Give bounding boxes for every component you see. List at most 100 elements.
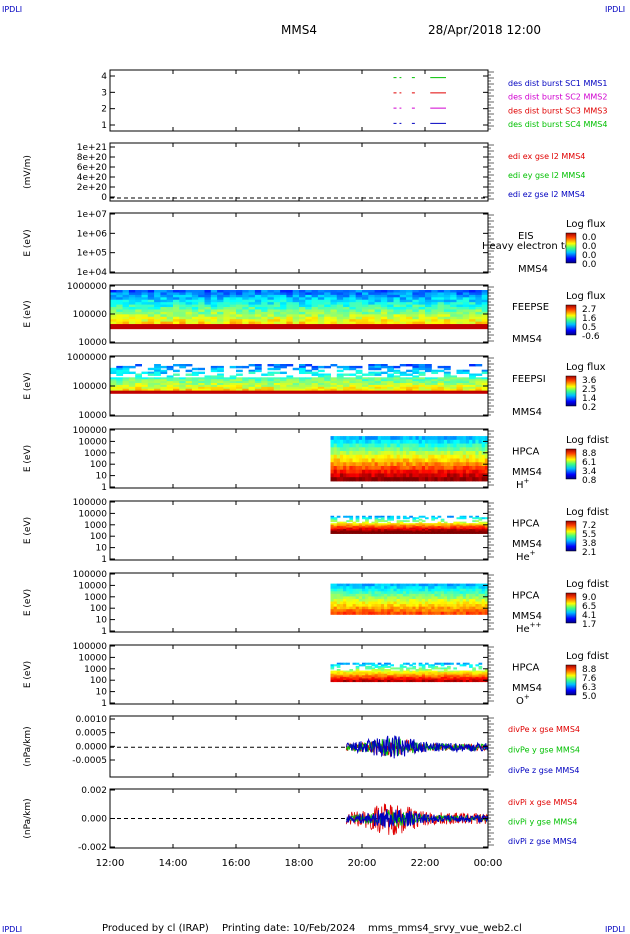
spectrogram-cell [475,477,480,482]
spectrogram-cell [185,297,193,301]
spectrogram-cell [421,673,426,676]
spectrogram-cell [434,675,439,678]
spectrogram-cell [434,517,439,520]
spectrogram-cell [286,304,294,308]
header-spacecraft: MMS4 [281,23,317,37]
spectrogram-cell [456,369,464,373]
spectrogram-cell [418,675,423,678]
spectrogram-cell [365,583,369,587]
spectrogram-cell [415,443,420,448]
spectrogram-cell [384,473,388,478]
spectrogram-cell [185,290,193,293]
spectrogram-cell [292,297,300,301]
spectrogram-cell [418,367,426,371]
spectrogram-cell [210,319,218,323]
spectrogram-cell [355,443,360,448]
y-tick-label: 100 [90,532,107,542]
spectrogram-cell [387,319,394,323]
spectrogram-cell [128,302,136,306]
spectrogram-cell [421,670,426,673]
spectrogram-cell [135,373,142,376]
spectrogram-cell [469,588,473,592]
spectrogram-cell [128,321,136,325]
spectrogram-cell [472,593,476,597]
spectrogram-cell [333,680,338,683]
spectrogram-cell [481,383,489,386]
spectrogram-cell [261,314,268,318]
spectrogram-cell [217,388,224,392]
spectrogram-cell [481,388,489,392]
spectrogram-cell [217,365,224,369]
spectrogram-cell [333,527,338,530]
spectrogram-cell [198,377,205,380]
spectrogram-cell [421,680,426,683]
spectrogram-cell [229,383,237,386]
spectrogram-cell [280,365,287,369]
spectrogram-cell [406,477,410,482]
spectrogram-cell [384,458,388,463]
spectrogram-cell [352,675,357,678]
spectrogram-cell [475,515,480,518]
spectrogram-cell [358,598,363,603]
spectrogram-cell [147,319,155,323]
spectrogram-cell [472,523,476,526]
spectrogram-cell [346,531,350,534]
spectrogram-cell [450,314,457,318]
spectrogram-cell [453,521,457,524]
spectrogram-cell [333,454,338,459]
spectrogram-cell [478,675,483,678]
spectrogram-cell [352,531,357,534]
spectrogram-cell [437,609,442,613]
spectrogram-cell [440,458,445,463]
spectrogram-cell [402,477,407,482]
spectrogram-cell [484,680,489,683]
spectrogram-cell [179,364,187,367]
spectrogram-cell [217,302,224,306]
spectrogram-cell [365,520,369,523]
spectrogram-cell [355,526,360,529]
spectrogram-cell [223,314,231,318]
spectrogram-cell [437,321,445,325]
spectrogram-cell [431,314,439,318]
spectrogram-cell [425,588,429,592]
spectrogram-cell [387,604,391,608]
spectrogram-cell [166,383,174,386]
spectrogram-cell [343,596,347,600]
spectrogram-cell [412,662,417,665]
spectrogram-cell [399,530,404,533]
spectrogram-cell [425,604,429,608]
spectrogram-cell [453,526,457,529]
spectrogram-cell [358,526,363,529]
colorbar-title: Log fdist [566,651,609,662]
spectrogram-cell [437,529,442,531]
species-charge: + [530,549,536,557]
spectrogram-cell [141,309,149,313]
spectrogram-cell [365,675,369,678]
spectrogram-cell [160,381,168,384]
spectrogram-cell [242,307,250,310]
spectrogram-cell [374,379,382,382]
spectrogram-cell [362,517,366,520]
spectrogram-cell [358,477,363,482]
spectrogram-cell [406,294,413,298]
spectrogram-cell [462,473,467,478]
spectrogram-cell [465,586,470,590]
spectrogram-cell [425,381,432,384]
spectrogram-cell [431,304,439,308]
spectrogram-cell [393,609,398,613]
spectrogram-cell [349,520,354,523]
spectrogram-cell [418,316,426,320]
spectrogram-cell [431,518,435,521]
spectrogram-cell [428,670,432,673]
spectrogram-cell [362,290,369,293]
spectrogram-cell [437,316,445,320]
spectrogram-cell [418,451,423,456]
spectrogram-cell [406,583,410,587]
spectrogram-cell [217,307,224,310]
spectrogram-cell [459,473,464,478]
spectrogram-cell [352,676,357,679]
spectrogram-cell [330,383,338,386]
colorbar [565,520,577,552]
spectrogram-cell [450,309,457,313]
spectrogram-cell [440,598,445,603]
